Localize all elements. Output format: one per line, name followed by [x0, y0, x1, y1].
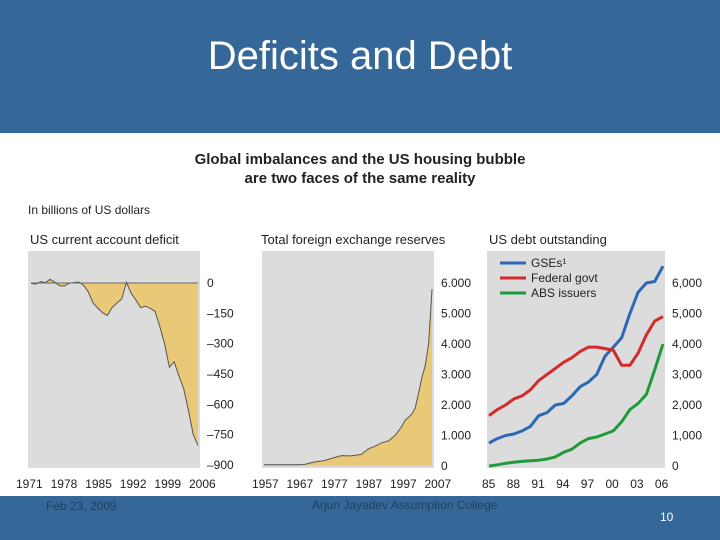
panel3-x-tick: 00	[606, 477, 620, 491]
panel2-y-tick: 5.000	[441, 307, 471, 321]
panel3-plot: 6,000 5,000 4,000 3,000 2,000 1,000 0 85 88 91 94 9…	[482, 265, 702, 491]
panel2-y-tick: 2.000	[441, 398, 471, 412]
panel1-x-tick: 2006	[189, 477, 216, 491]
panel1-x-tick: 1999	[154, 477, 181, 491]
panel2-title: Total foreign exchange reserves	[261, 232, 446, 247]
panel3-series-abs	[488, 343, 665, 468]
panel3-x-tick: 97	[581, 477, 595, 491]
panel2-area	[264, 289, 432, 466]
panel2-x-tick: 1997	[390, 477, 417, 491]
panel3-x-tick: 06	[655, 477, 669, 491]
figure-title: Global imbalances and the US housing bub…	[195, 151, 526, 168]
panel1-x-tick: 1992	[120, 477, 147, 491]
panel3-title: US debt outstanding	[489, 232, 607, 247]
panel3-x-tick: 88	[507, 477, 521, 491]
panel1-y-tick: –600	[207, 397, 234, 411]
panel3-y-tick: 3,000	[672, 368, 702, 382]
panel2-x-tick: 1987	[356, 477, 383, 491]
panel1-y-tick: –450	[207, 367, 234, 381]
panel2-plot: 6.000 5.000 4.000 3.000 2.000 1.000 0 1957 1967 1…	[252, 276, 471, 491]
panel3-y-tick: 2,000	[672, 398, 702, 412]
figure-subtitle: are two faces of the same reality	[245, 170, 477, 187]
panel3-y-tick: 4,000	[672, 337, 702, 351]
panel2-y-tick: 1.000	[441, 429, 471, 443]
footer-author: Arjun Jayadev Assumption College	[312, 498, 498, 512]
panel3-y-tick: 6,000	[672, 276, 702, 290]
page-number: 10	[660, 510, 674, 524]
panel1-y-tick: 0	[207, 276, 214, 290]
chart-svg: Global imbalances and the US housing bub…	[16, 151, 702, 491]
units-label: In billions of US dollars	[28, 203, 150, 217]
panel3-series-gse	[488, 265, 665, 445]
legend-label-federal: Federal govt	[531, 271, 598, 285]
panel2-y-tick: 6.000	[441, 276, 471, 290]
panel2-x-tick: 1977	[321, 477, 348, 491]
panel1-area	[31, 279, 198, 446]
panel3-series-federal	[488, 315, 664, 417]
panel1-y-tick: –150	[207, 306, 234, 320]
panel1-y-tick: –900	[207, 458, 234, 472]
legend-label-abs: ABS issuers	[531, 286, 596, 300]
panel1-title: US current account deficit	[30, 232, 179, 247]
panel2-y-tick: 4.000	[441, 337, 471, 351]
panel3-x-tick: 94	[556, 477, 570, 491]
panel3-y-tick: 1,000	[672, 429, 702, 443]
panel1-x-tick: 1985	[85, 477, 112, 491]
panel1-y-tick: –750	[207, 428, 234, 442]
panel1-line	[30, 278, 199, 446]
panel3-x-tick: 03	[630, 477, 644, 491]
panel1-plot: 0 –150 –300 –450 –600 –750 –900 1971 1978 1985 199…	[16, 276, 234, 491]
panel2-line	[264, 289, 433, 466]
panel2-x-tick: 2007	[425, 477, 452, 491]
panel2-y-tick: 3.000	[441, 368, 471, 382]
panel2-x-tick: 1967	[287, 477, 314, 491]
panel3-y-tick: 0	[672, 459, 679, 473]
panel2-x-tick: 1957	[252, 477, 279, 491]
panel1-x-tick: 1978	[51, 477, 78, 491]
legend-label-gse: GSEs¹	[531, 256, 566, 270]
chart-figure: Global imbalances and the US housing bub…	[0, 133, 720, 496]
panel2-y-tick: 0	[441, 459, 448, 473]
panel3-y-tick: 5,000	[672, 307, 702, 321]
panel3-x-tick: 85	[482, 477, 496, 491]
slide-title: Deficits and Debt	[207, 34, 513, 78]
panel1-y-tick: –300	[207, 337, 234, 351]
footer-date: Feb 23, 2009	[46, 499, 117, 513]
panel3-x-tick: 91	[531, 477, 545, 491]
panel1-x-tick: 1971	[16, 477, 43, 491]
